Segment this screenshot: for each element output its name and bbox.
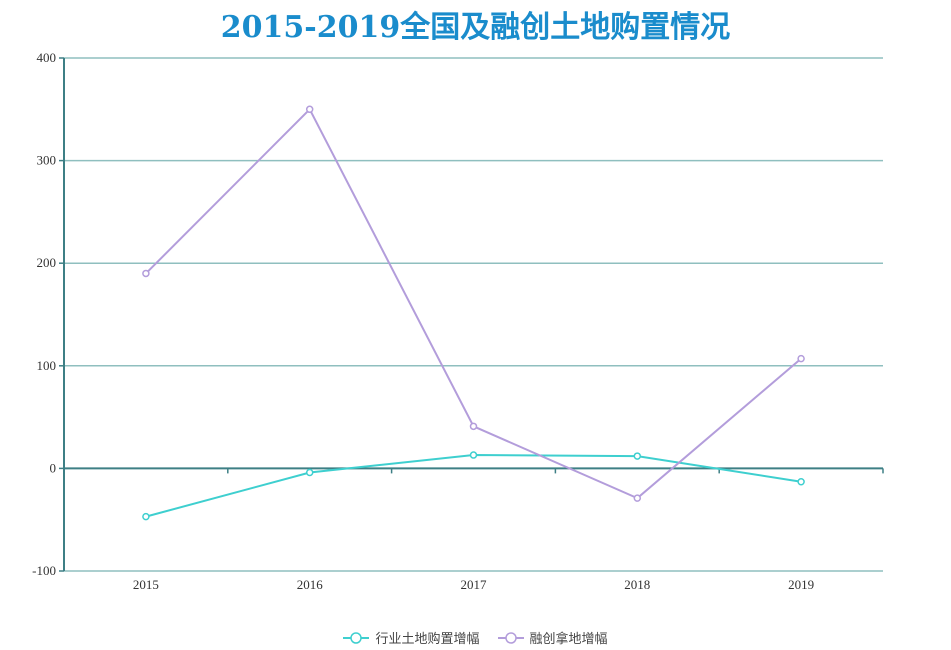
legend-line-circle-icon (497, 631, 524, 644)
y-tick-label: 100 (37, 358, 57, 373)
y-tick-label: 0 (50, 460, 57, 475)
data-point[interactable] (142, 269, 150, 278)
data-point[interactable] (142, 512, 150, 521)
series-line-0 (145, 454, 802, 518)
legend-line-circle-icon (343, 631, 370, 644)
chart-legend: 行业土地购置增幅 融创拿地增幅 (0, 628, 951, 647)
data-point[interactable] (633, 494, 642, 502)
y-tick-label: -100 (32, 563, 56, 578)
chart-title: 2015-2019全国及融创土地购置情况 (220, 10, 731, 45)
data-point[interactable] (469, 422, 478, 431)
y-tick-label: 300 (37, 153, 57, 168)
data-point[interactable] (797, 354, 805, 363)
y-tick-label: 400 (37, 50, 57, 65)
data-point[interactable] (633, 452, 642, 460)
data-point[interactable] (469, 451, 478, 459)
series-line-1 (145, 107, 802, 500)
legend-item-1[interactable]: 融创拿地增幅 (497, 628, 608, 647)
x-tick-label: 2019 (788, 577, 814, 592)
x-tick-label: 2018 (624, 577, 650, 592)
legend-label: 融创拿地增幅 (529, 632, 608, 647)
data-point[interactable] (305, 468, 314, 477)
data-point[interactable] (797, 477, 805, 486)
legend-item-0[interactable]: 行业土地购置增幅 (343, 628, 480, 647)
data-point[interactable] (305, 105, 314, 114)
x-tick-label: 2015 (133, 577, 159, 592)
x-tick-label: 2017 (461, 577, 488, 592)
x-tick-label: 2016 (297, 577, 324, 592)
y-tick-label: 200 (37, 255, 57, 270)
legend-label: 行业土地购置增幅 (375, 632, 480, 647)
